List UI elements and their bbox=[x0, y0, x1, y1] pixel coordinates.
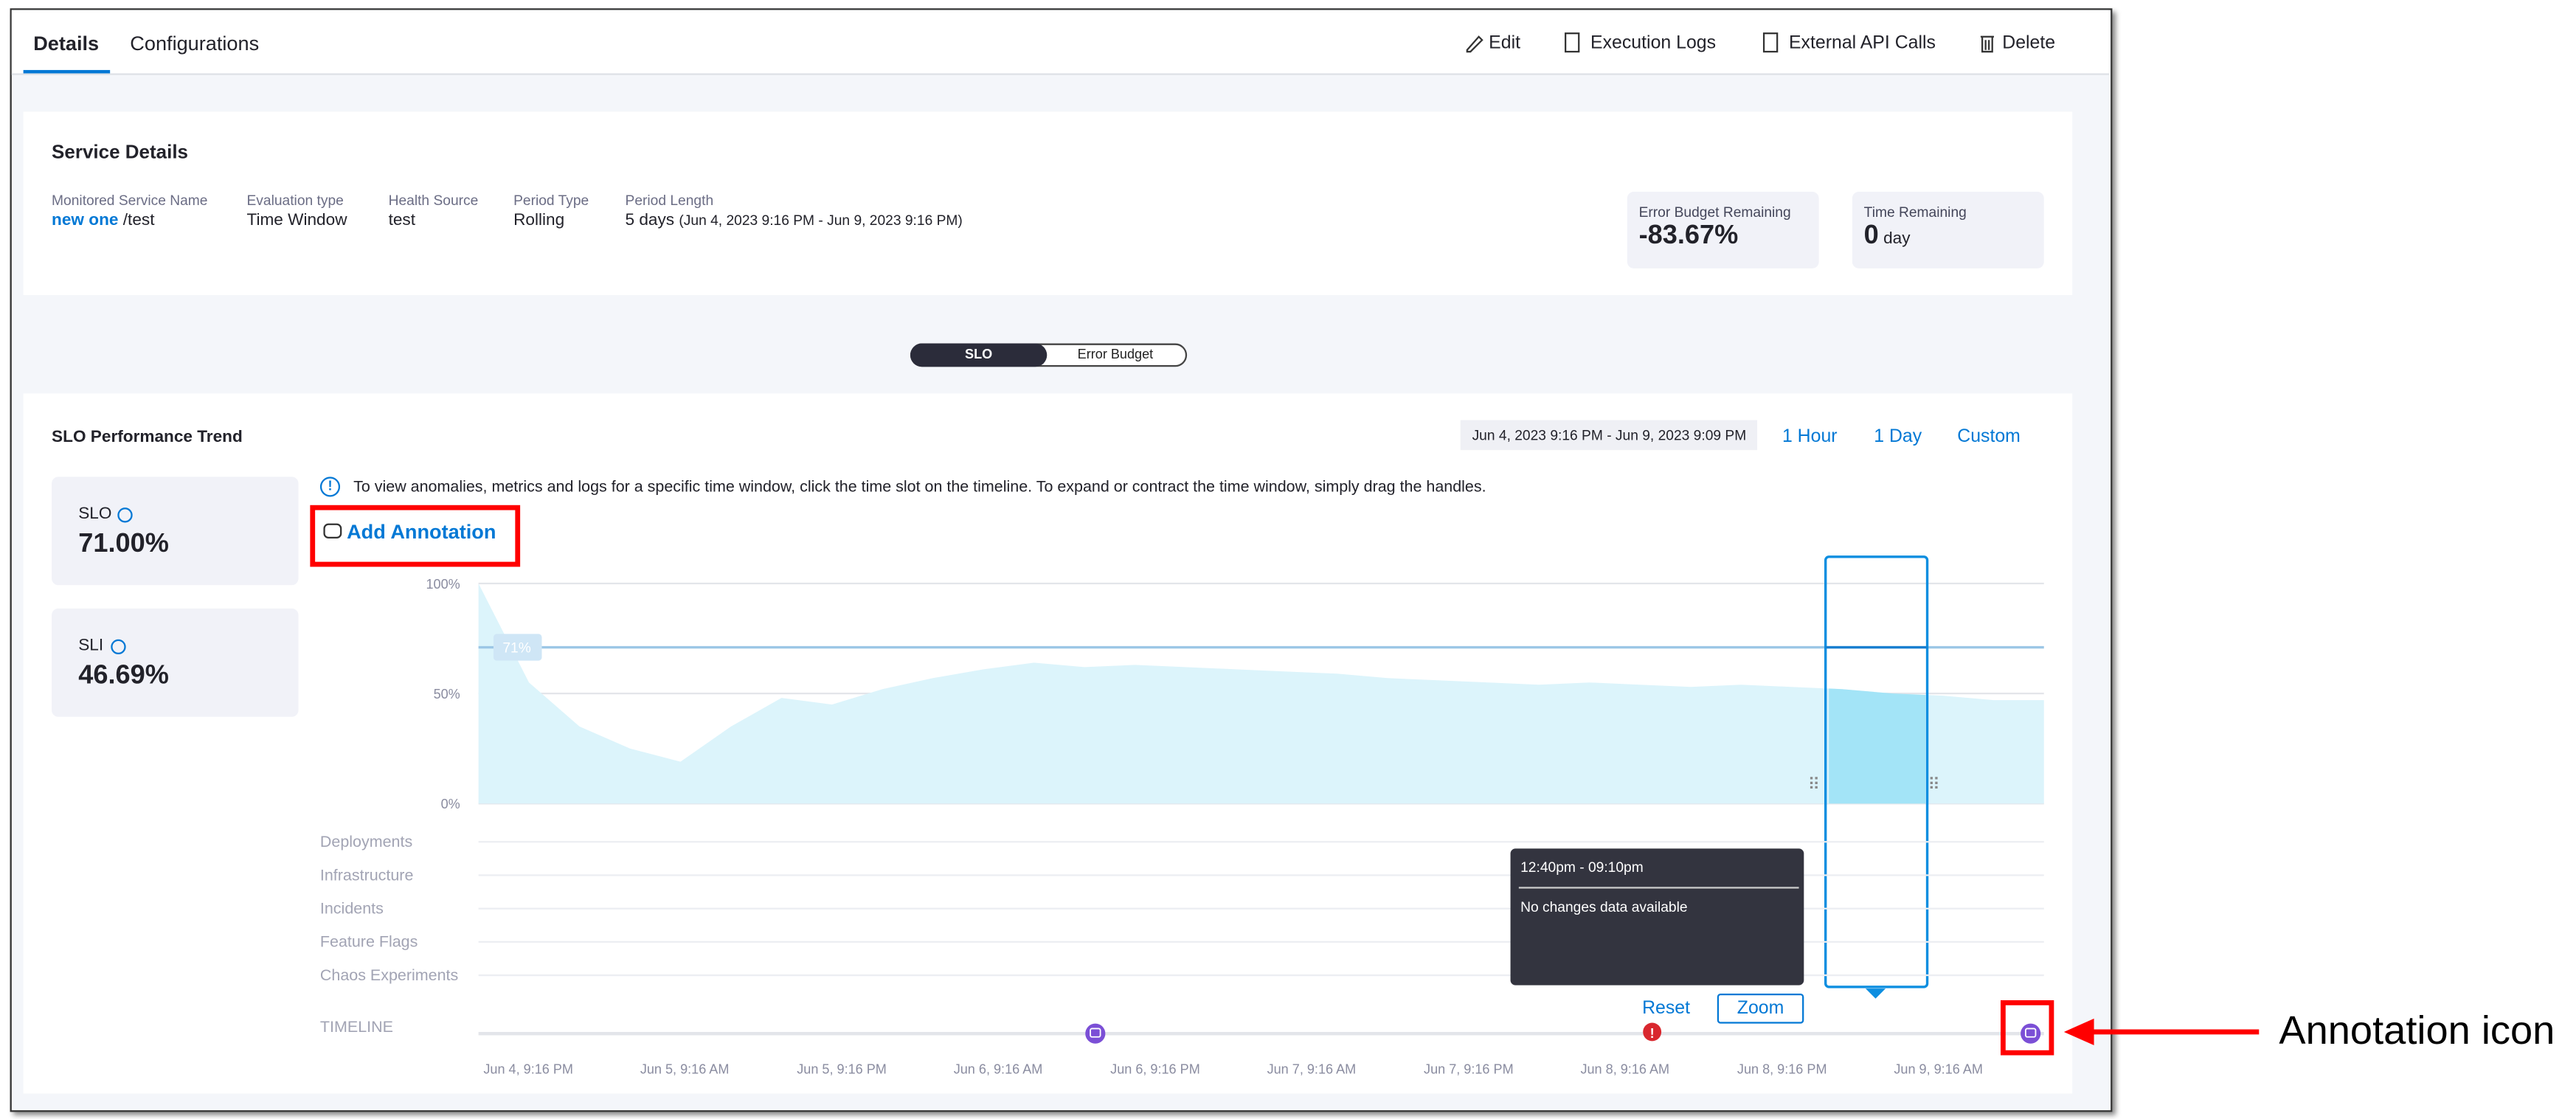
x-tick-label: Jun 4, 9:16 PM bbox=[483, 1061, 573, 1076]
x-tick-label: Jun 5, 9:16 AM bbox=[640, 1061, 730, 1076]
field-value: test bbox=[388, 212, 416, 230]
highlight-box bbox=[310, 505, 521, 567]
tab[interactable]: Details bbox=[33, 31, 100, 55]
stat-value: 0 day bbox=[1864, 222, 1911, 252]
row-label: Feature Flags bbox=[320, 933, 418, 951]
x-tick-label: Jun 8, 9:16 PM bbox=[1737, 1061, 1827, 1076]
toggle-active[interactable]: SLO bbox=[910, 343, 1048, 367]
area bbox=[478, 583, 2044, 804]
x-tick-label: Jun 6, 9:16 AM bbox=[954, 1061, 1043, 1076]
field-value: Rolling bbox=[513, 212, 565, 230]
field-label: Health Source bbox=[388, 191, 479, 209]
field-value: 5 days (Jun 4, 2023 9:16 PM - Jun 9, 202… bbox=[626, 212, 963, 230]
metric-label: SLI bbox=[78, 637, 104, 656]
metric-label: SLO bbox=[78, 505, 112, 524]
tab-underline bbox=[23, 69, 111, 74]
info-text: To view anomalies, metrics and logs for … bbox=[353, 478, 1486, 497]
field-value: new one /test bbox=[52, 212, 154, 230]
section-title: SLO Performance Trend bbox=[52, 428, 243, 447]
drag-handle: ⠿ bbox=[1808, 775, 1821, 794]
help-icon bbox=[117, 507, 133, 523]
field-value: 5 days bbox=[625, 212, 675, 230]
toggle-option[interactable]: Error Budget bbox=[1077, 347, 1154, 362]
x-tick-label: Jun 6, 9:16 PM bbox=[1110, 1061, 1200, 1076]
field-label: Period Type bbox=[513, 191, 589, 209]
metric-card bbox=[52, 608, 299, 717]
info-icon: ! bbox=[319, 477, 341, 497]
metric-card bbox=[52, 477, 299, 586]
x-tick-label: Jun 8, 9:16 AM bbox=[1580, 1061, 1669, 1076]
range-button[interactable]: 1 Day bbox=[1874, 426, 1922, 447]
y-tick-label: 0% bbox=[441, 797, 460, 811]
annotation-glyph bbox=[1090, 1028, 1101, 1038]
header bbox=[11, 10, 2109, 75]
action[interactable]: External API Calls bbox=[1788, 33, 1936, 54]
stat-card bbox=[1627, 191, 1819, 269]
range-button[interactable]: Custom bbox=[1957, 426, 2021, 447]
stat-value: -83.67% bbox=[1638, 221, 1739, 250]
field-label: Evaluation type bbox=[246, 191, 344, 209]
help-icon bbox=[111, 639, 126, 655]
row-label: Incidents bbox=[320, 899, 384, 917]
selection-caret bbox=[1865, 988, 1886, 999]
timeline-label: TIMELINE bbox=[320, 1018, 393, 1036]
reset-button[interactable]: Reset bbox=[1642, 998, 1691, 1019]
row-label: Chaos Experiments bbox=[320, 966, 458, 984]
link[interactable]: new one bbox=[52, 212, 119, 230]
target-badge bbox=[493, 634, 542, 661]
drag-handle: ⠿ bbox=[1928, 775, 1940, 794]
incident-glyph: ! bbox=[1650, 1026, 1655, 1041]
action[interactable]: Execution Logs bbox=[1590, 33, 1717, 54]
tooltip-time: 12:40pm - 09:10pm bbox=[1520, 858, 1644, 876]
stat-unit: day bbox=[1883, 229, 1911, 249]
callout-text: Annotation icon bbox=[2279, 1008, 2555, 1054]
action-icons bbox=[1466, 32, 1994, 53]
stat-label: Error Budget Remaining bbox=[1638, 203, 1791, 221]
y-tick-label: 50% bbox=[434, 687, 460, 701]
x-tick-label: Jun 5, 9:16 PM bbox=[797, 1061, 887, 1076]
range-button[interactable]: 1 Hour bbox=[1782, 426, 1838, 447]
y-tick-label: 100% bbox=[426, 577, 460, 592]
stat-card bbox=[1852, 191, 2044, 269]
action[interactable]: Edit bbox=[1489, 33, 1521, 54]
tooltip bbox=[1510, 848, 1804, 985]
field-detail: (Jun 4, 2023 9:16 PM - Jun 9, 2023 9:16 … bbox=[679, 212, 963, 229]
field-label: Monitored Service Name bbox=[52, 191, 208, 209]
x-tick-label: Jun 9, 9:16 AM bbox=[1894, 1061, 1983, 1076]
tab[interactable]: Configurations bbox=[130, 31, 260, 55]
selected-area bbox=[1829, 688, 1926, 804]
callout-arrowhead bbox=[2063, 1018, 2094, 1046]
field-label: Period Length bbox=[625, 191, 714, 209]
annotation-icon bbox=[1085, 1023, 1106, 1044]
field-value: /test bbox=[122, 212, 155, 230]
comment-icon bbox=[323, 523, 342, 538]
target-label: 71% bbox=[502, 640, 530, 656]
field-value: Time Window bbox=[246, 212, 347, 230]
incident-icon bbox=[1643, 1022, 1662, 1042]
row-label: Infrastructure bbox=[320, 866, 413, 884]
action[interactable]: Delete bbox=[2002, 33, 2056, 54]
metric-value: 71.00% bbox=[78, 530, 169, 559]
date-range[interactable]: Jun 4, 2023 9:16 PM - Jun 9, 2023 9:09 P… bbox=[1460, 420, 1759, 451]
annotation-glyph bbox=[2024, 1028, 2037, 1038]
highlight-box bbox=[2001, 1000, 2054, 1056]
x-tick-label: Jun 7, 9:16 PM bbox=[1424, 1061, 1514, 1076]
zoom-button[interactable]: Zoom bbox=[1717, 993, 1804, 1024]
section-title: Service Details bbox=[52, 143, 189, 164]
selection-window bbox=[1824, 555, 1929, 988]
stat-value: 0 bbox=[1863, 221, 1879, 250]
row-label: Deployments bbox=[320, 833, 412, 850]
tooltip-divider bbox=[1518, 887, 1799, 889]
x-tick-label: Jun 7, 9:16 AM bbox=[1267, 1061, 1357, 1076]
tooltip-text: No changes data available bbox=[1520, 898, 1688, 915]
stat-label: Time Remaining bbox=[1863, 203, 1967, 221]
metric-value: 46.69% bbox=[78, 662, 169, 690]
add-annotation[interactable]: Add Annotation bbox=[347, 520, 496, 544]
